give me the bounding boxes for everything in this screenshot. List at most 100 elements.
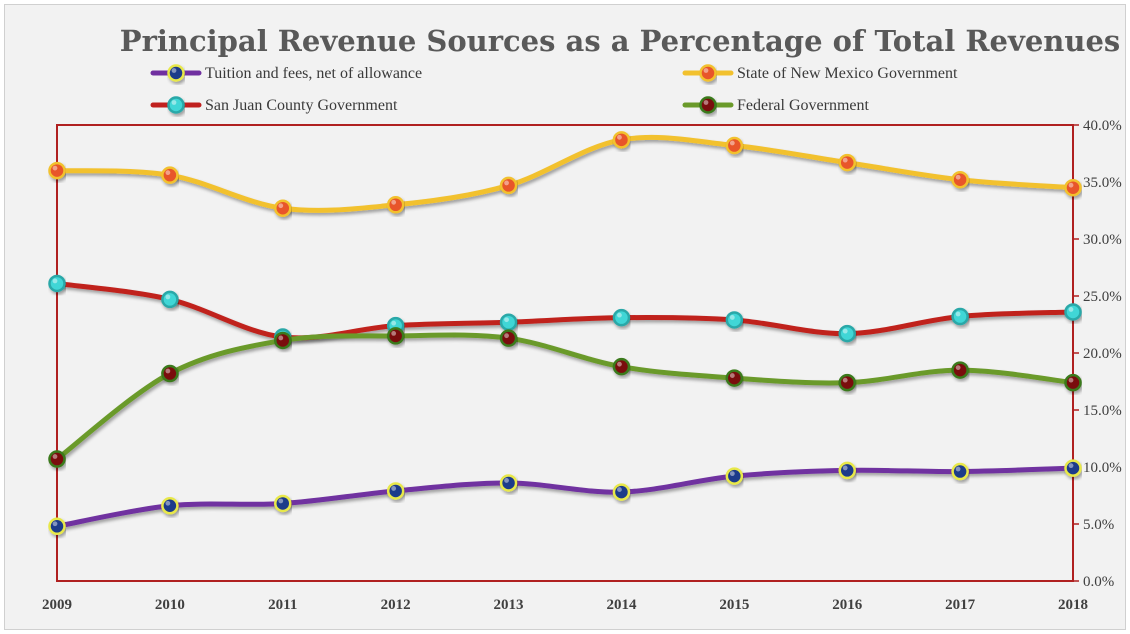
- y-tick-label: 5.0%: [1083, 517, 1114, 533]
- data-point-highlight: [278, 335, 284, 341]
- series-1: [48, 131, 1082, 217]
- data-point: [386, 327, 405, 345]
- x-tick-label: 2011: [268, 597, 297, 613]
- y-tick-label: 25.0%: [1083, 289, 1122, 305]
- data-point-highlight: [52, 165, 58, 171]
- data-point: [161, 497, 179, 515]
- data-point: [612, 357, 631, 376]
- data-point: [612, 483, 631, 501]
- data-point-highlight: [842, 157, 848, 163]
- data-point-highlight: [504, 478, 509, 483]
- data-point: [951, 307, 969, 326]
- legend-item: Federal Government: [682, 96, 870, 114]
- legend-label: State of New Mexico Government: [737, 65, 958, 82]
- data-point: [499, 329, 518, 347]
- legend-item: Tuition and fees, net of allowance: [150, 64, 422, 82]
- data-point-highlight: [729, 315, 735, 320]
- legend-marker: [699, 64, 717, 82]
- data-point-highlight: [1068, 463, 1074, 469]
- data-point-highlight: [504, 180, 509, 186]
- data-point: [161, 166, 179, 184]
- x-tick-label: 2012: [381, 597, 411, 613]
- data-point: [725, 369, 744, 387]
- data-point-highlight: [617, 487, 622, 492]
- y-axis: 0.0% 5.0% 10.0% 15.0% 20.0% 25.0% 30.0% 35.0% 40…: [1073, 118, 1122, 590]
- series-line: [54, 465, 1076, 529]
- data-point: [838, 373, 856, 392]
- data-point-highlight: [165, 500, 171, 506]
- y-tick-label: 15.0%: [1083, 403, 1122, 419]
- data-point-highlight: [1068, 182, 1074, 188]
- legend-marker: [699, 96, 717, 114]
- data-point: [1064, 373, 1082, 392]
- data-point-highlight: [729, 471, 735, 477]
- data-point: [386, 482, 405, 500]
- data-point-highlight: [617, 361, 622, 367]
- data-point-highlight: [52, 278, 58, 284]
- line-chart: Principal Revenue Sources as a Percentag…: [42, 24, 1122, 613]
- series-line: [54, 280, 1076, 341]
- data-point-highlight: [842, 377, 848, 383]
- data-point: [1064, 303, 1082, 321]
- data-point: [386, 196, 405, 214]
- data-point-highlight: [165, 294, 171, 300]
- data-point: [274, 331, 292, 350]
- data-point-highlight: [729, 140, 735, 146]
- data-point-highlight: [52, 521, 58, 527]
- legend-label: Federal Government: [737, 97, 870, 114]
- data-point-highlight: [278, 498, 284, 504]
- data-point: [725, 311, 744, 329]
- data-point: [499, 176, 518, 195]
- x-tick-label: 2010: [155, 597, 185, 613]
- data-point: [48, 450, 66, 468]
- data-point-highlight: [165, 170, 171, 176]
- x-tick-label: 2013: [494, 597, 524, 613]
- data-point: [499, 474, 518, 492]
- data-point-highlight: [955, 466, 961, 472]
- legend-marker-highlight: [171, 100, 177, 105]
- data-point-highlight: [617, 312, 622, 318]
- x-tick-label: 2015: [719, 597, 749, 613]
- data-point-highlight: [955, 174, 961, 180]
- data-point: [612, 131, 631, 149]
- data-point: [838, 153, 856, 172]
- chart-area: Principal Revenue Sources as a Percentag…: [4, 4, 1126, 630]
- data-point: [274, 494, 292, 513]
- legend-marker-highlight: [171, 68, 177, 73]
- data-point: [725, 467, 744, 485]
- series-0: [48, 459, 1082, 536]
- data-point: [499, 313, 518, 331]
- data-point-highlight: [391, 486, 397, 491]
- legend-item: State of New Mexico Government: [682, 64, 958, 82]
- legend-label: San Juan County Government: [205, 97, 398, 114]
- data-point-highlight: [391, 199, 397, 205]
- y-tick-label: 30.0%: [1083, 232, 1122, 248]
- y-tick-label: 0.0%: [1083, 574, 1114, 590]
- x-tick-label: 2014: [606, 597, 637, 613]
- data-point-highlight: [391, 320, 397, 326]
- data-point-highlight: [165, 368, 171, 374]
- x-axis: 2009 2010 2011 2012 2013 2014 2015 2016 2017 2018: [42, 597, 1088, 613]
- series-2: [48, 274, 1082, 346]
- series-line: [54, 332, 1076, 462]
- data-point: [48, 517, 66, 536]
- x-tick-label: 2009: [42, 597, 72, 613]
- legend: Tuition and fees, net of allowance State …: [150, 64, 958, 114]
- data-point: [951, 361, 969, 379]
- y-tick-label: 10.0%: [1083, 460, 1122, 476]
- data-point: [838, 324, 856, 343]
- data-point-highlight: [391, 331, 397, 336]
- data-point: [612, 308, 631, 327]
- data-point-highlight: [842, 328, 848, 334]
- data-point-highlight: [617, 134, 622, 140]
- x-tick-label: 2018: [1058, 597, 1088, 613]
- data-point-highlight: [1068, 377, 1074, 383]
- data-point: [951, 170, 969, 189]
- data-point-highlight: [278, 203, 284, 209]
- chart-title: Principal Revenue Sources as a Percentag…: [120, 24, 1120, 58]
- series-3: [48, 327, 1082, 468]
- data-point-highlight: [955, 365, 961, 370]
- series-layer: [48, 131, 1082, 536]
- data-point: [48, 161, 66, 180]
- legend-item: San Juan County Government: [150, 96, 398, 114]
